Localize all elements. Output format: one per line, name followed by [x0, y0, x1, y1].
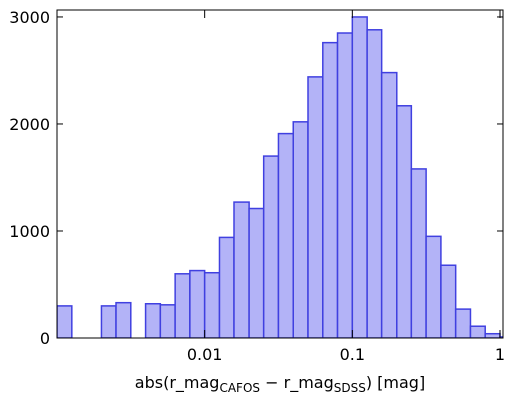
x-axis-label-part: − r_mag: [260, 373, 334, 393]
bar: [410, 168, 427, 338]
bar: [440, 264, 457, 338]
bar: [380, 71, 398, 338]
y-tick-label: 2000: [9, 115, 50, 134]
bar: [233, 201, 250, 338]
bar: [174, 273, 191, 338]
bar: [277, 132, 294, 338]
bar: [262, 155, 280, 338]
bar: [248, 207, 265, 338]
bar: [100, 305, 117, 338]
x-axis-label-part: SDSS: [334, 381, 366, 395]
plot-frame: [56, 9, 504, 339]
x-axis-label-part: CAFOS: [219, 381, 260, 395]
bar: [218, 236, 235, 338]
bar: [307, 76, 324, 338]
bar: [189, 269, 206, 338]
bar: [425, 235, 442, 338]
bar: [469, 325, 486, 338]
x-axis-label-part: ) [mag]: [366, 373, 425, 392]
y-tick-label: 0: [40, 329, 50, 348]
x-axis-label-part: abs(r_mag: [135, 373, 220, 393]
x-tick-label: 1: [495, 345, 505, 364]
bar: [454, 308, 472, 338]
x-tick-label: 0.1: [340, 345, 365, 364]
bar: [484, 332, 501, 338]
bar: [57, 305, 73, 338]
bar: [144, 303, 162, 338]
bar: [351, 16, 368, 338]
bar: [336, 32, 354, 338]
bar: [203, 271, 221, 338]
x-tick-label: 0.01: [187, 345, 223, 364]
bar: [322, 41, 339, 338]
y-tick-label: 3000: [9, 8, 50, 27]
bar: [366, 29, 383, 338]
x-axis-label: abs(r_magCAFOS − r_magSDSS) [mag]: [135, 373, 425, 395]
bars: [57, 16, 503, 338]
y-tick-label: 1000: [9, 222, 50, 241]
bar: [292, 121, 309, 338]
bar: [115, 301, 132, 338]
bar: [396, 105, 413, 338]
bar: [159, 304, 176, 338]
